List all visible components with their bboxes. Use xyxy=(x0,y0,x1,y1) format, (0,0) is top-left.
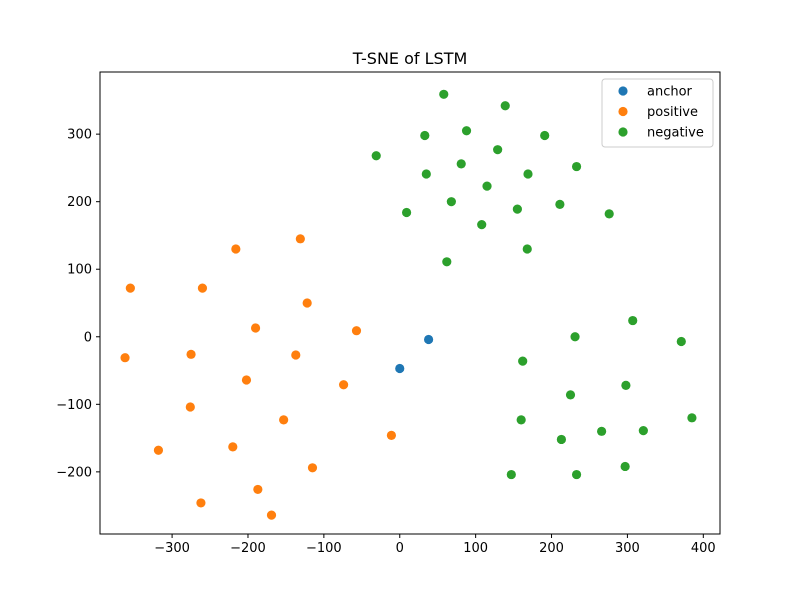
y-tick-label: 0 xyxy=(84,330,92,345)
negative-point xyxy=(493,145,503,155)
positive-point xyxy=(250,323,261,333)
positive-point xyxy=(266,510,277,520)
positive-point xyxy=(186,349,196,359)
positive-point xyxy=(185,402,195,412)
y-tick-label: 200 xyxy=(67,195,92,210)
legend-marker-anchor xyxy=(618,86,628,96)
negative-point xyxy=(446,197,456,207)
negative-point xyxy=(570,332,580,342)
x-axis: −300 −200 −100 0 100 200 300 400 xyxy=(154,534,716,556)
plot-area xyxy=(99,71,721,535)
y-tick-label: −200 xyxy=(56,465,92,480)
negative-point xyxy=(676,336,686,347)
positive-point xyxy=(338,380,349,390)
positive-point xyxy=(253,484,263,495)
positive-point xyxy=(228,442,238,452)
legend-marker-positive xyxy=(618,106,628,117)
legend-label-negative: negative xyxy=(647,126,704,141)
negative-point xyxy=(482,181,492,191)
positive-point xyxy=(197,283,208,293)
y-tick-label: 300 xyxy=(67,128,92,143)
positive-point xyxy=(231,244,241,254)
x-tick-label: 400 xyxy=(691,541,716,556)
chart-title: T-SNE of LSTM xyxy=(352,49,468,68)
x-tick-label: −100 xyxy=(306,541,342,556)
y-tick-label: −100 xyxy=(56,398,92,413)
anchor-point xyxy=(423,334,434,345)
x-tick-label: 100 xyxy=(463,541,488,556)
negative-point xyxy=(516,415,526,425)
negative-point xyxy=(439,89,449,99)
legend: anchor positive negative xyxy=(601,78,714,148)
negative-point xyxy=(620,461,630,472)
x-tick-label: 0 xyxy=(396,541,404,556)
negative-point xyxy=(638,426,648,436)
legend-label-positive: positive xyxy=(647,105,698,120)
y-tick-label: 100 xyxy=(67,263,92,278)
axes-frame xyxy=(99,71,721,535)
series-positive xyxy=(120,234,397,520)
negative-point xyxy=(604,209,614,219)
series-anchor xyxy=(395,334,434,374)
positive-point xyxy=(291,350,301,360)
anchor-point xyxy=(395,363,405,374)
x-tick-label: −300 xyxy=(154,541,190,556)
negative-point xyxy=(421,169,431,179)
positive-point xyxy=(125,283,135,293)
positive-point xyxy=(302,298,312,308)
legend-marker-negative xyxy=(618,127,628,137)
negative-point xyxy=(621,380,631,391)
legend-label-anchor: anchor xyxy=(647,85,693,100)
negative-point xyxy=(442,257,452,267)
negative-point xyxy=(556,434,566,445)
positive-point xyxy=(386,430,397,440)
negative-point xyxy=(597,426,607,436)
series-negative xyxy=(371,89,697,480)
negative-point xyxy=(500,101,510,111)
x-tick-label: 300 xyxy=(615,541,640,556)
negative-point xyxy=(461,126,472,136)
negative-point xyxy=(371,151,381,161)
positive-point xyxy=(295,234,305,244)
legend-box xyxy=(601,78,714,148)
negative-point xyxy=(565,390,576,400)
negative-point xyxy=(506,469,516,480)
positive-point xyxy=(196,498,206,508)
negative-point xyxy=(628,315,638,326)
positive-point xyxy=(279,415,289,425)
negative-point xyxy=(687,413,697,423)
negative-point xyxy=(512,204,522,214)
x-tick-label: −200 xyxy=(230,541,266,556)
negative-point xyxy=(420,130,430,141)
x-tick-label: 200 xyxy=(539,541,564,556)
negative-point xyxy=(555,199,565,209)
negative-point xyxy=(571,161,582,172)
negative-point xyxy=(477,220,487,230)
negative-point xyxy=(518,356,528,366)
y-axis: −200 −100 0 100 200 300 xyxy=(56,128,100,480)
positive-point xyxy=(120,353,130,363)
positive-point xyxy=(351,326,362,336)
positive-point xyxy=(153,445,164,455)
negative-point xyxy=(522,244,532,254)
negative-point xyxy=(456,159,466,169)
negative-point xyxy=(571,469,582,480)
negative-point xyxy=(401,207,412,218)
scatter-markers xyxy=(120,89,697,520)
negative-point xyxy=(523,169,533,179)
positive-point xyxy=(241,375,252,385)
positive-point xyxy=(307,463,318,473)
negative-point xyxy=(540,130,550,141)
